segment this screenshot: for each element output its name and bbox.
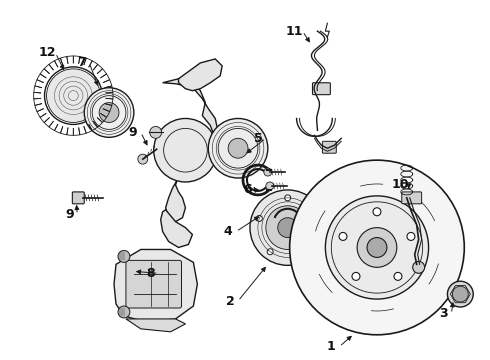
- Circle shape: [266, 182, 274, 190]
- FancyBboxPatch shape: [126, 260, 181, 308]
- Text: 6: 6: [244, 184, 252, 197]
- Text: 3: 3: [439, 307, 448, 320]
- Circle shape: [325, 196, 429, 299]
- Circle shape: [84, 88, 134, 137]
- Circle shape: [407, 233, 415, 240]
- Circle shape: [447, 281, 473, 307]
- Text: 9: 9: [65, 208, 74, 221]
- Polygon shape: [126, 319, 185, 332]
- Circle shape: [452, 286, 468, 302]
- Text: 9: 9: [128, 126, 137, 139]
- Circle shape: [413, 261, 425, 273]
- FancyBboxPatch shape: [313, 83, 330, 95]
- Text: 12: 12: [39, 46, 56, 59]
- Text: 8: 8: [147, 267, 155, 280]
- Circle shape: [367, 238, 387, 257]
- Text: 10: 10: [392, 179, 410, 192]
- Polygon shape: [178, 59, 222, 91]
- Circle shape: [256, 215, 262, 221]
- Circle shape: [250, 190, 325, 265]
- FancyBboxPatch shape: [73, 192, 84, 204]
- Circle shape: [267, 249, 273, 255]
- Circle shape: [228, 138, 248, 158]
- Circle shape: [357, 228, 397, 267]
- Text: 1: 1: [327, 340, 336, 353]
- Circle shape: [47, 69, 100, 122]
- Text: 2: 2: [226, 294, 235, 307]
- Circle shape: [313, 215, 319, 221]
- Circle shape: [278, 218, 297, 238]
- Polygon shape: [114, 249, 197, 322]
- FancyBboxPatch shape: [322, 141, 336, 153]
- Text: 11: 11: [286, 24, 303, 38]
- Polygon shape: [161, 210, 193, 247]
- Circle shape: [264, 168, 272, 176]
- Circle shape: [290, 160, 465, 335]
- Circle shape: [118, 306, 130, 318]
- Circle shape: [150, 126, 162, 138]
- Circle shape: [266, 206, 310, 249]
- Circle shape: [138, 154, 148, 164]
- Text: 7: 7: [77, 57, 86, 69]
- Circle shape: [99, 103, 119, 122]
- Circle shape: [118, 251, 130, 262]
- Circle shape: [302, 249, 308, 255]
- Circle shape: [154, 118, 217, 182]
- Circle shape: [208, 118, 268, 178]
- Circle shape: [339, 233, 347, 240]
- Circle shape: [352, 273, 360, 280]
- FancyBboxPatch shape: [402, 192, 421, 204]
- Polygon shape: [163, 79, 218, 222]
- Text: 4: 4: [224, 225, 233, 238]
- Circle shape: [285, 195, 291, 201]
- Text: 5: 5: [253, 132, 262, 145]
- Circle shape: [394, 273, 402, 280]
- Circle shape: [373, 208, 381, 216]
